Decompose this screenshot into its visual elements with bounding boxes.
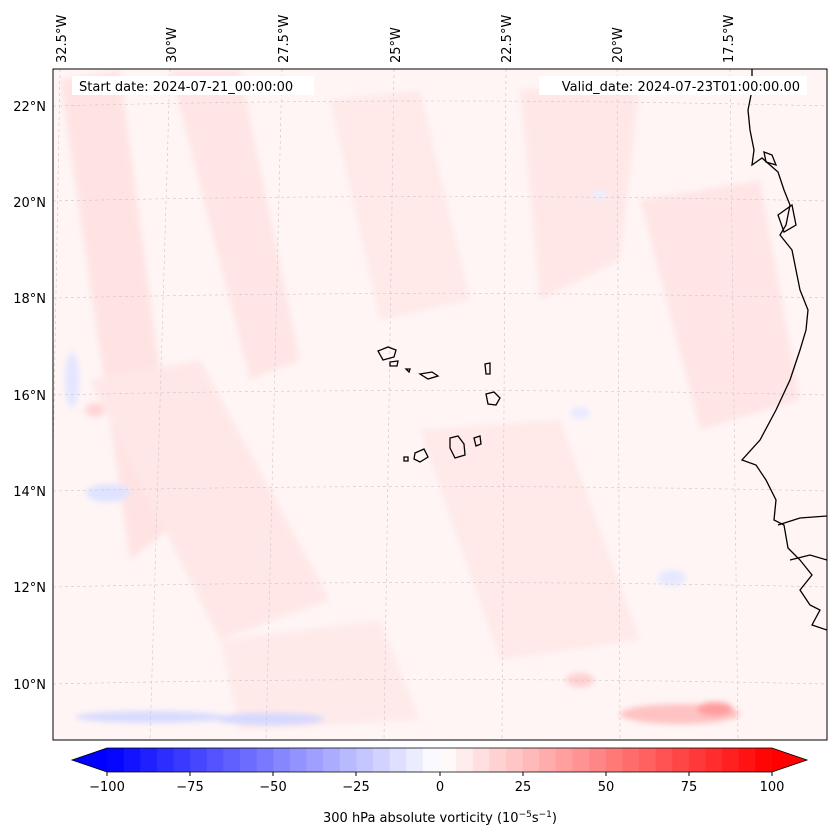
colorbar-step: [206, 748, 224, 772]
colorbar-step: [289, 748, 307, 772]
colorbar-step: [140, 748, 158, 772]
colorbar-step: [639, 748, 657, 772]
colorbar-tick-labels: −100 −75 −50 −25 0 25 50 75 100: [89, 780, 784, 795]
colorbar: −100 −75 −50 −25 0 25 50 75 100 300 hPa …: [70, 747, 809, 826]
colorbar-ticks: [106, 772, 773, 776]
colorbar-step: [190, 748, 208, 772]
lat-label-10n: 10°N: [13, 678, 46, 693]
start-date-box: [72, 76, 314, 95]
lat-label-22n: 22°N: [13, 100, 46, 115]
colorbar-step: [339, 748, 357, 772]
colorbar-step: [539, 748, 557, 772]
colorbar-step: [273, 748, 291, 772]
colorbar-step: [688, 748, 706, 772]
colorbar-extend-max: [772, 748, 807, 772]
colorbar-step: [456, 748, 474, 772]
colorbar-label: 300 hPa absolute vorticity (10−5s−1): [323, 810, 557, 826]
colorbar-step: [738, 748, 756, 772]
island-maio: [473, 435, 482, 447]
colorbar-step: [622, 748, 640, 772]
colorbar-step: [240, 748, 258, 772]
lon-label-25w: 25°W: [389, 27, 404, 63]
colorbar-step: [555, 748, 573, 772]
colorbar-steps: [107, 748, 773, 772]
colorbar-extend-min: [72, 748, 107, 772]
island-boa-vista: [485, 391, 501, 406]
map-frame: [52, 68, 828, 741]
start-date-label: Start date: 2024-07-21_00:00:00: [79, 80, 293, 95]
cbar-tick-label: 25: [515, 780, 532, 795]
lon-label-32-5w: 32.5°W: [55, 15, 70, 63]
colorbar-step: [572, 748, 590, 772]
colorbar-step: [522, 748, 540, 772]
lon-label-27-5w: 27.5°W: [277, 15, 292, 63]
cbar-tick-label: 75: [681, 780, 698, 795]
colorbar-step: [173, 748, 191, 772]
colorbar-step: [489, 748, 507, 772]
coastline: [740, 69, 827, 631]
lon-label-22-5w: 22.5°W: [500, 15, 515, 63]
island-santiago: [449, 435, 466, 459]
colorbar-step: [373, 748, 391, 772]
lon-label-20w: 20°W: [611, 27, 626, 63]
cbar-tick-label: 100: [760, 780, 785, 795]
lat-label-18n: 18°N: [13, 292, 46, 307]
island-sao-vicente: [389, 360, 399, 367]
colorbar-step: [755, 748, 773, 772]
island-sal: [484, 362, 491, 375]
colorbar-step: [123, 748, 141, 772]
lat-label-16n: 16°N: [13, 389, 46, 404]
colorbar-step: [705, 748, 723, 772]
colorbar-step: [506, 748, 524, 772]
cbar-tick-label: −100: [89, 780, 125, 795]
colorbar-step: [323, 748, 341, 772]
colorbar-step: [589, 748, 607, 772]
cbar-tick-label: 50: [598, 780, 615, 795]
colorbar-step: [156, 748, 174, 772]
island-brava: [403, 456, 409, 462]
island-sao-nicolau: [418, 371, 440, 380]
lon-label-30w: 30°W: [165, 27, 180, 63]
colorbar-step: [605, 748, 623, 772]
colorbar-step: [306, 748, 324, 772]
lon-label-17-5w: 17.5°W: [722, 15, 737, 63]
cbar-tick-label: −50: [259, 780, 286, 795]
cape-verde-islands: [377, 346, 501, 463]
colorbar-step: [223, 748, 241, 772]
colorbar-step: [472, 748, 490, 772]
colorbar-step: [256, 748, 274, 772]
latitude-labels: 22°N 20°N 18°N 16°N 14°N 12°N 10°N: [13, 100, 46, 693]
gridlines: [53, 69, 827, 740]
cbar-tick-label: 0: [436, 780, 444, 795]
valid-date-box: [539, 76, 807, 95]
colorbar-step: [655, 748, 673, 772]
map-panel: Start date: 2024-07-21_00:00:00 Valid_da…: [52, 68, 828, 741]
cbar-tick-label: −75: [176, 780, 203, 795]
lat-label-14n: 14°N: [13, 485, 46, 500]
colorbar-step: [422, 748, 440, 772]
colorbar-step: [406, 748, 424, 772]
island-santo-antao: [377, 346, 397, 361]
cbar-tick-label: −25: [342, 780, 369, 795]
lat-label-20n: 20°N: [13, 196, 46, 211]
lat-label-12n: 12°N: [13, 581, 46, 596]
colorbar-step: [356, 748, 374, 772]
colorbar-step: [439, 748, 457, 772]
valid-date-label: Valid_date: 2024-07-23T01:00:00.00: [562, 80, 800, 95]
colorbar-step: [107, 748, 125, 772]
colorbar-step: [722, 748, 740, 772]
island-santa-luzia: [404, 368, 411, 374]
colorbar-step: [389, 748, 407, 772]
colorbar-step: [672, 748, 690, 772]
longitude-labels: 32.5°W 30°W 27.5°W 25°W 22.5°W 20°W 17.5…: [55, 15, 737, 63]
vorticity-field: [60, 70, 800, 730]
island-fogo: [413, 448, 429, 463]
